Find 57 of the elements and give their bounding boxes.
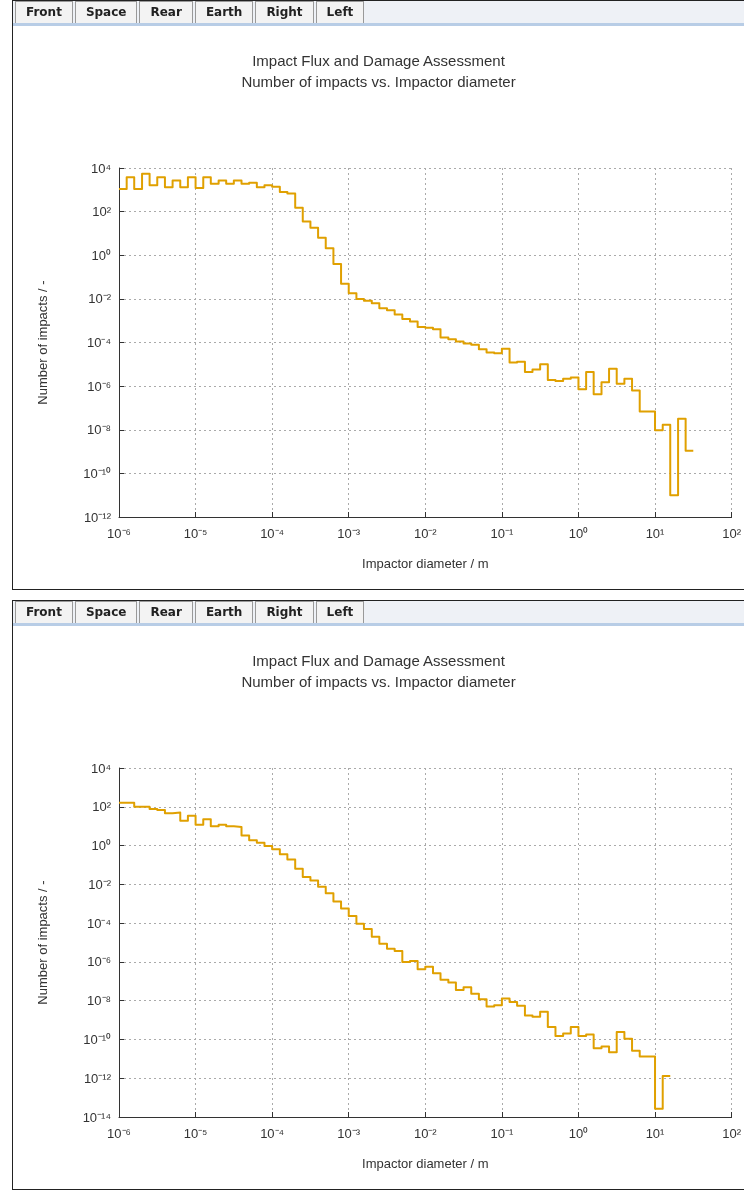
x-tick-label: 10⁻¹ [490, 526, 514, 541]
x-tick-label: 10⁻¹ [490, 1126, 514, 1141]
text: Right [255, 1, 314, 23]
y-tick-label: 10⁻¹⁰ [83, 465, 111, 481]
x-tick-label: 10⁰ [568, 1126, 589, 1141]
x-tick-label: 10⁻⁵ [183, 1126, 208, 1141]
text: Space [74, 601, 138, 623]
y-tick-label: 10⁴ [90, 760, 111, 776]
text: Front [15, 1, 73, 23]
y-tick-label: 10⁻⁶ [87, 954, 111, 970]
y-tick-label: 10⁻¹⁰ [83, 1031, 111, 1047]
x-tick-label: 10⁻⁵ [183, 526, 208, 541]
x-axis-title: Impactor diameter / m [362, 556, 489, 571]
y-axis-title: Number of impacts / - [35, 280, 50, 405]
x-tick-label: 10⁻³ [337, 526, 361, 541]
y-tick-label: 10⁰ [91, 838, 111, 854]
x-axis-title: Impactor diameter / m [362, 1156, 489, 1171]
text: Space [74, 1, 138, 23]
x-tick-label: 10⁻⁴ [260, 526, 285, 541]
y-tick-label: 10² [92, 204, 112, 220]
y-tick-label: 10⁻¹⁴ [82, 1109, 111, 1125]
y-tick-label: 10⁻⁸ [87, 993, 111, 1009]
y-tick-label: 10⁰ [91, 247, 111, 263]
x-tick-label: 10⁰ [568, 526, 589, 541]
y-tick-label: 10⁻¹² [83, 1070, 112, 1086]
y-tick-label: 10⁻⁴ [86, 335, 111, 350]
x-tick-label: 10⁻⁴ [260, 1126, 285, 1141]
text: Right [255, 601, 314, 623]
chart-subtitle: Number of impacts vs. Impactor diameter [241, 673, 516, 690]
x-tick-label: 10² [722, 526, 742, 541]
y-tick-label: 10² [92, 799, 112, 815]
y-tick-label: 10⁻⁸ [87, 422, 111, 438]
x-tick-label: 10² [722, 1126, 742, 1141]
text: Front [15, 601, 73, 623]
chart-title: Impact Flux and Damage Assessment [252, 52, 506, 69]
x-tick-label: 10⁻² [413, 1126, 438, 1141]
text: Earth [194, 601, 254, 623]
text: Earth [194, 1, 254, 23]
text: Rear [139, 601, 193, 623]
x-tick-label: 10⁻³ [337, 1126, 361, 1141]
x-tick-label: 10⁻² [413, 526, 438, 541]
chart-subtitle: Number of impacts vs. Impactor diameter [241, 73, 516, 90]
y-tick-label: 10⁻¹² [83, 509, 112, 525]
y-tick-label: 10⁴ [90, 160, 111, 176]
text: Left [315, 601, 365, 623]
text: Left [315, 1, 365, 23]
x-tick-label: 10¹ [645, 1126, 666, 1141]
y-tick-label: 10⁻² [88, 291, 112, 307]
chart-title: Impact Flux and Damage Assessment [252, 652, 506, 669]
x-tick-label: 10⁻⁶ [107, 1126, 131, 1141]
y-tick-label: 10⁻⁶ [87, 378, 111, 394]
y-tick-label: 10⁻² [88, 876, 112, 892]
y-axis-title: Number of impacts / - [35, 880, 50, 1005]
y-tick-label: 10⁻⁴ [86, 915, 111, 931]
x-tick-label: 10¹ [645, 526, 666, 541]
x-tick-label: 10⁻⁶ [107, 526, 131, 541]
text: Rear [139, 1, 193, 23]
